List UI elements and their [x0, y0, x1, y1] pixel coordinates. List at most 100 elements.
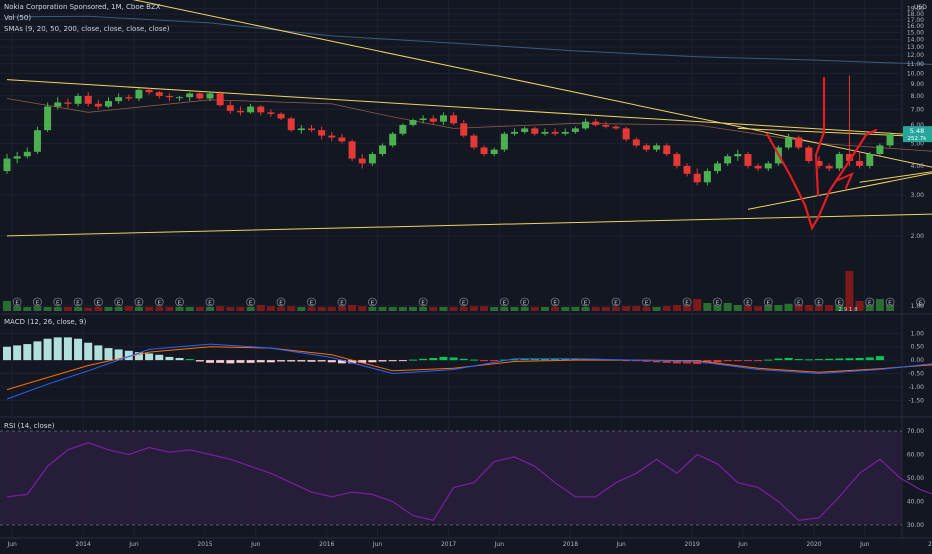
currency-label: USD [914, 4, 927, 11]
candle-body [470, 135, 478, 148]
macd-histogram-bar [317, 360, 326, 362]
candle-body [693, 173, 701, 183]
earnings-marker [520, 297, 530, 307]
candle-body [226, 105, 234, 111]
earnings-marker [73, 297, 83, 307]
earnings-marker [611, 297, 621, 307]
volume-bar [672, 305, 681, 311]
macd-histogram-bar [652, 360, 661, 363]
x-tick-label: 2019 [685, 541, 700, 548]
candle-body [33, 130, 41, 152]
volume-bar [551, 307, 560, 311]
macd-histogram-bar [733, 360, 742, 362]
volume-bar [277, 307, 286, 311]
candle-body [125, 97, 133, 99]
price-tick-label: 7.00 [911, 106, 925, 113]
candle-body [703, 171, 711, 183]
macd-legend[interactable]: MACD (12, 26, close, 9) [4, 318, 87, 326]
candle-body [825, 165, 833, 169]
volume-bar [561, 307, 570, 311]
volume-bar [703, 303, 712, 311]
volume-bar [114, 307, 123, 311]
x-tick-label: 2017 [441, 541, 456, 548]
earnings-marker-label: E [340, 301, 344, 307]
candle-body [64, 102, 72, 104]
volume-bar [165, 307, 174, 311]
candle-body [531, 128, 539, 134]
price-tick-label: 8.00 [911, 93, 925, 100]
volume-bar [571, 307, 580, 311]
x-tick-label: Jun [859, 541, 870, 548]
volume-bar [865, 303, 874, 311]
sma-legend[interactable]: SMAs (9, 20, 50, 200, close, close, clos… [4, 25, 170, 33]
rsi-legend[interactable]: RSI (14, close) [4, 422, 55, 430]
earnings-marker [834, 297, 844, 307]
volume-bar [530, 307, 539, 311]
earnings-marker-label: E [371, 301, 375, 307]
candle-body [379, 145, 387, 155]
volume-bar [540, 307, 549, 311]
candle-body [115, 97, 123, 102]
earnings-marker [865, 297, 875, 307]
volume-bar [63, 307, 72, 311]
volume-bar [155, 307, 164, 311]
volume-bar [246, 307, 255, 311]
earnings-marker-label: E [716, 301, 720, 307]
earnings-marker-label: E [15, 301, 19, 307]
earnings-marker-label: E [178, 301, 182, 307]
price-tick-label: 17.00 [907, 17, 924, 24]
macd-tick-label: 1.00 [911, 330, 925, 337]
current-price-value: 5.48 [910, 127, 924, 135]
x-tick-label: Jun [6, 541, 17, 548]
earnings-marker [885, 297, 895, 307]
macd-histogram-bar [622, 360, 631, 362]
candle-body [267, 112, 275, 114]
candle-body [815, 160, 823, 166]
trendline [747, 172, 932, 210]
candle-body [84, 95, 92, 104]
volume-legend[interactable]: Vol (50) [4, 14, 32, 22]
macd-histogram-bar [439, 356, 448, 361]
volume-bar [713, 305, 722, 311]
volume-bar [449, 307, 458, 311]
candle-body [105, 101, 112, 107]
candle-body [348, 141, 356, 159]
earnings-marker [337, 297, 347, 307]
candle-body [216, 93, 224, 106]
candle-body [612, 126, 620, 129]
volume-bar [266, 306, 275, 311]
macd-histogram-bar [348, 360, 357, 364]
macd-histogram-bar [307, 360, 316, 362]
earnings-marker-label: E [553, 301, 557, 307]
volume-bar [683, 305, 692, 311]
volume-bar [175, 307, 184, 311]
macd-histogram-bar [865, 357, 874, 361]
earnings-marker [713, 297, 722, 307]
macd-histogram-bar [327, 360, 336, 363]
rsi-tick-label: 70.00 [907, 428, 924, 435]
earnings-marker-label: E [888, 301, 892, 307]
volume-bar [53, 307, 62, 311]
price-tick-label: 10.00 [907, 70, 924, 77]
earnings-marker [114, 297, 124, 307]
macd-histogram-bar [206, 360, 214, 363]
macd-tick-label: 0.50 [911, 344, 925, 351]
macd-histogram-bar [561, 359, 570, 361]
trendline [6, 79, 932, 137]
macd-histogram-bar [419, 358, 428, 361]
trendline [6, 213, 932, 237]
volume-bar [206, 307, 214, 311]
candle-body [247, 106, 255, 113]
macd-histogram-bar [13, 345, 22, 361]
x-tick-label: Jun [737, 541, 748, 548]
volume-bar [601, 307, 610, 311]
earnings-marker-label: E [76, 301, 80, 307]
price-tick-label: 11.00 [907, 61, 924, 68]
macd-histogram-bar [63, 337, 72, 361]
macd-histogram-bar [124, 350, 133, 361]
earnings-marker [205, 297, 215, 307]
macd-histogram-bar [378, 360, 387, 362]
volume-bar [3, 301, 11, 311]
